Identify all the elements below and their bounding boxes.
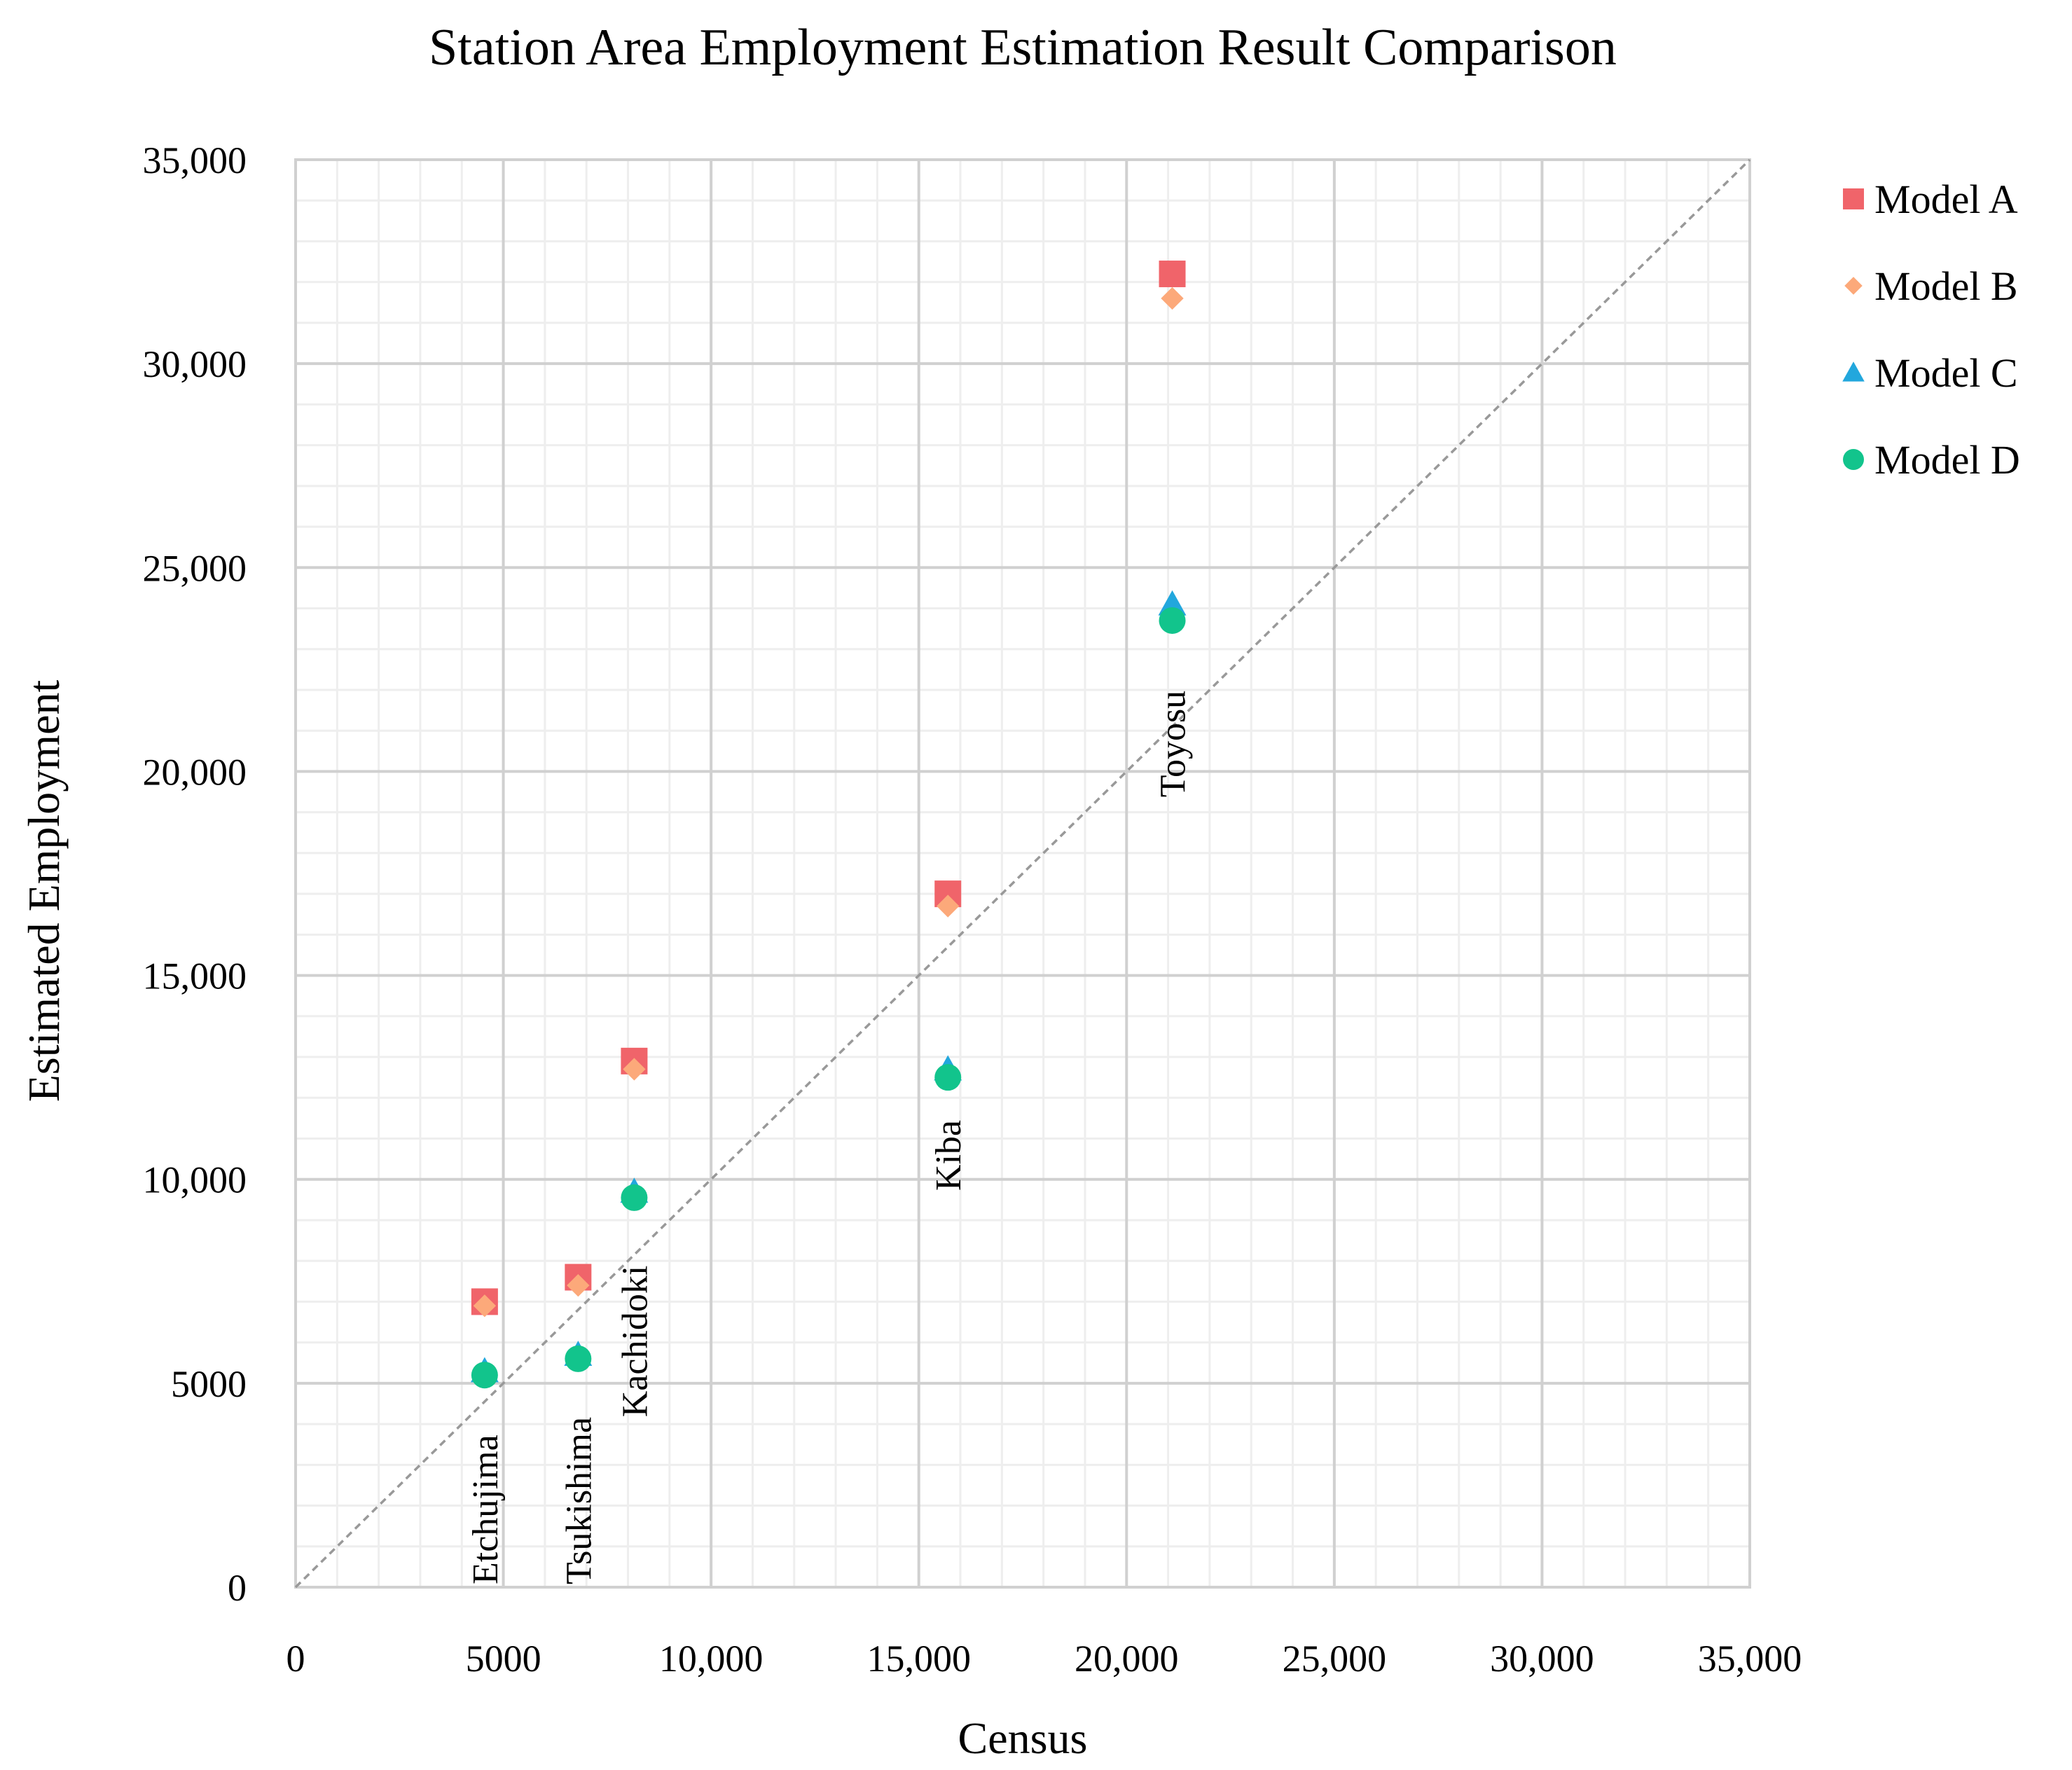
data-point-circle: [1159, 607, 1186, 634]
data-point-triangle: [1158, 590, 1187, 616]
identity-reference-line: [294, 158, 1751, 1589]
data-point-diamond: [473, 1294, 497, 1318]
station-label: Toyosu: [1154, 691, 1194, 797]
legend-item: Model C: [1842, 350, 2018, 396]
series-model-b: [473, 286, 1184, 1318]
legend: Model A Model B Model C Model D: [1842, 177, 2020, 483]
legend-marker-circle: [1843, 449, 1864, 470]
data-point-circle: [934, 1064, 962, 1091]
x-tick-label: 10,000: [659, 1638, 764, 1680]
data-point-diamond: [567, 1273, 590, 1297]
station-label: Kiba: [929, 1120, 969, 1191]
x-axis-tick-labels: 0 5000 10,000 15,000 20,000 25,000 30,000 35,00…: [286, 1638, 1802, 1680]
data-point-circle: [471, 1362, 498, 1389]
legend-label: Model B: [1874, 263, 2018, 309]
y-tick-label: 30,000: [143, 343, 247, 385]
data-point-diamond: [937, 894, 960, 918]
data-point-circle: [565, 1345, 592, 1372]
x-tick-label: 25,000: [1283, 1638, 1387, 1680]
x-tick-label: 15,000: [866, 1638, 971, 1680]
legend-item: Model B: [1844, 263, 2018, 309]
chart-title: Station Area Employment Estimation Resul…: [429, 19, 1617, 76]
x-tick-label: 20,000: [1075, 1638, 1179, 1680]
x-tick-label: 35,000: [1698, 1638, 1802, 1680]
y-axis-title: Estimated Employment: [19, 680, 69, 1102]
plot-area-frame: [294, 158, 1751, 1589]
y-axis-tick-labels: 0 5000 10,000 15,000 20,000 25,000 30,000 35,00…: [143, 139, 247, 1609]
legend-marker-diamond: [1844, 277, 1863, 295]
y-tick-label: 20,000: [143, 751, 247, 793]
x-axis-title: Census: [958, 1713, 1088, 1763]
data-point-diamond: [1161, 286, 1184, 310]
data-series: [470, 261, 1187, 1389]
y-tick-label: 35,000: [143, 139, 247, 181]
data-point-square: [1159, 261, 1186, 288]
data-point-diamond: [623, 1058, 646, 1081]
legend-label: Model A: [1874, 177, 2018, 222]
y-tick-label: 15,000: [143, 955, 247, 997]
y-tick-label: 10,000: [143, 1159, 247, 1201]
station-label: Tsukishima: [559, 1417, 599, 1584]
y-tick-label: 5000: [171, 1363, 247, 1405]
x-tick-label: 5000: [466, 1638, 541, 1680]
y-tick-label: 25,000: [143, 547, 247, 589]
legend-marker-square: [1843, 188, 1864, 209]
legend-label: Model D: [1874, 437, 2020, 483]
station-label: Etchujima: [466, 1434, 506, 1584]
point-labels: Etchujima Tsukishima Kachidoki Kiba Toyosu: [466, 691, 1194, 1584]
legend-label: Model C: [1874, 350, 2018, 396]
legend-marker-triangle: [1842, 361, 1865, 382]
minor-grid: [296, 160, 1750, 1587]
series-model-d: [471, 607, 1186, 1389]
x-tick-label: 0: [286, 1638, 305, 1680]
x-tick-label: 30,000: [1490, 1638, 1594, 1680]
data-point-circle: [621, 1184, 648, 1211]
y-tick-label: 0: [228, 1567, 247, 1609]
legend-item: Model A: [1843, 177, 2018, 222]
legend-item: Model D: [1843, 437, 2020, 483]
station-label: Kachidoki: [615, 1266, 655, 1418]
